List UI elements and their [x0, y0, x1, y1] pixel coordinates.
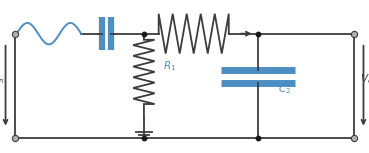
Text: $V_{in}$: $V_{in}$: [0, 73, 4, 86]
Text: $R_1$: $R_1$: [163, 59, 176, 73]
Text: $I$: $I$: [240, 0, 245, 1]
Text: $V_{out}$: $V_{out}$: [360, 73, 369, 86]
Text: $C_2$: $C_2$: [277, 82, 291, 96]
